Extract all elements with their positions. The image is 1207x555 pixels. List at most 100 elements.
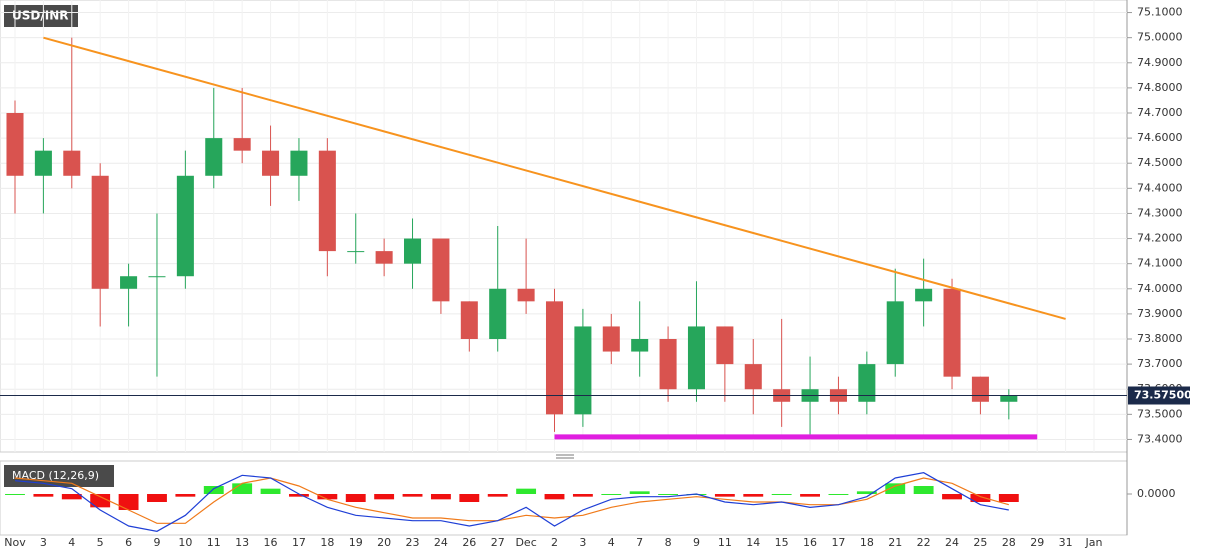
candle-body	[404, 238, 422, 264]
x-tick-label: 4	[68, 536, 75, 549]
histogram-bar	[118, 494, 139, 510]
candle-body	[233, 138, 251, 151]
histogram-bar	[33, 494, 54, 497]
candle-body	[318, 150, 336, 252]
histogram-bar	[203, 486, 224, 494]
histogram-bar	[374, 494, 395, 500]
histogram-bar	[714, 494, 735, 497]
histogram-bar	[913, 486, 934, 494]
histogram-bar	[459, 494, 480, 502]
y-tick-label: 74.3000	[1137, 206, 1183, 219]
candle-body	[290, 150, 308, 176]
candle-body	[489, 288, 507, 339]
histogram-bar	[175, 494, 196, 497]
x-tick-label: 6	[125, 536, 132, 549]
price-panel	[0, 0, 1128, 453]
x-tick-label: 25	[973, 536, 987, 549]
candle-body	[205, 138, 223, 176]
histogram-bar	[90, 494, 111, 508]
last-price-label: 73.57500	[1134, 389, 1192, 402]
x-tick-label: 16	[803, 536, 817, 549]
histogram-bar	[147, 494, 167, 502]
y-tick-label: 74.4000	[1137, 181, 1183, 194]
candle-body	[1000, 395, 1018, 402]
macd-title: MACD (12,26,9)	[12, 469, 99, 482]
candle-body	[91, 175, 109, 289]
x-tick-label: 28	[1002, 536, 1016, 549]
x-tick-label: 24	[434, 536, 448, 549]
x-tick-label: 23	[406, 536, 420, 549]
histogram-bar	[402, 494, 423, 497]
x-tick-label: 24	[945, 536, 959, 549]
histogram-bar	[487, 494, 508, 497]
candle-body	[545, 301, 564, 415]
last-price-box	[1128, 386, 1190, 405]
histogram-bar	[516, 488, 537, 494]
y-tick-label: 74.8000	[1137, 81, 1183, 94]
x-tick-label: Dec	[515, 536, 536, 549]
x-tick-label: 7	[636, 536, 643, 549]
histogram-bar	[260, 488, 281, 494]
candle-body	[517, 288, 535, 302]
macd-line	[14, 472, 1009, 532]
x-tick-label: 27	[491, 536, 505, 549]
histogram-bar	[629, 491, 650, 494]
x-tick-label: 11	[207, 536, 221, 549]
x-tick-label: 31	[1059, 536, 1073, 549]
x-tick-label: 3	[579, 536, 586, 549]
histogram-bar	[317, 494, 338, 500]
candle-body	[120, 276, 138, 289]
x-tick-label: 5	[97, 536, 104, 549]
x-tick-label: 29	[1030, 536, 1044, 549]
candle-body	[886, 301, 904, 365]
x-tick-label: 4	[608, 536, 615, 549]
x-tick-label: 8	[665, 536, 672, 549]
histogram-bar	[572, 494, 593, 497]
x-tick-label: 10	[178, 536, 192, 549]
macd-title-box	[4, 465, 114, 487]
candle-body	[460, 301, 478, 339]
histogram-bar	[544, 494, 565, 500]
x-tick-label: 14	[746, 536, 760, 549]
candle-body	[34, 150, 52, 176]
histogram-bar	[998, 494, 1019, 502]
candle-body	[659, 339, 677, 390]
candle-body	[375, 251, 393, 264]
y-tick-label: 74.1000	[1137, 257, 1183, 270]
y-tick-label: 73.9000	[1137, 307, 1183, 320]
histogram-bar	[430, 494, 451, 500]
candle-body	[716, 326, 734, 365]
histogram-bar	[601, 494, 622, 495]
y-tick-label: 74.0000	[1137, 282, 1183, 295]
x-tick-label: 18	[860, 536, 874, 549]
y-tick-label: 74.5000	[1137, 156, 1183, 169]
histogram-bar	[232, 483, 253, 494]
histogram-bar	[658, 494, 679, 495]
x-tick-label: 17	[831, 536, 845, 549]
candle-body	[687, 326, 705, 390]
candle-body	[176, 175, 194, 277]
trend-line	[43, 36, 1066, 320]
histogram-bar	[828, 494, 849, 495]
histogram-bar	[970, 494, 991, 502]
x-tick-label: 16	[264, 536, 278, 549]
y-tick-label: 0.0000	[1137, 487, 1176, 500]
candle-body	[148, 276, 166, 278]
x-tick-label: 15	[775, 536, 789, 549]
x-tick-label: 18	[320, 536, 334, 549]
x-tick-label: 26	[462, 536, 476, 549]
histogram-bar	[856, 491, 877, 494]
x-tick-label: 11	[718, 536, 732, 549]
x-tick-label: 3	[40, 536, 47, 549]
candle-body	[858, 364, 876, 402]
histogram-bar	[345, 494, 366, 502]
x-tick-label: 20	[377, 536, 391, 549]
x-tick-label: 22	[917, 536, 931, 549]
histogram-bar	[289, 494, 309, 497]
candle-body	[915, 288, 933, 302]
y-tick-label: 73.7000	[1137, 357, 1183, 370]
candle-body	[262, 150, 280, 176]
x-tick-label: Jan	[1085, 536, 1103, 549]
candle-body	[744, 364, 762, 390]
